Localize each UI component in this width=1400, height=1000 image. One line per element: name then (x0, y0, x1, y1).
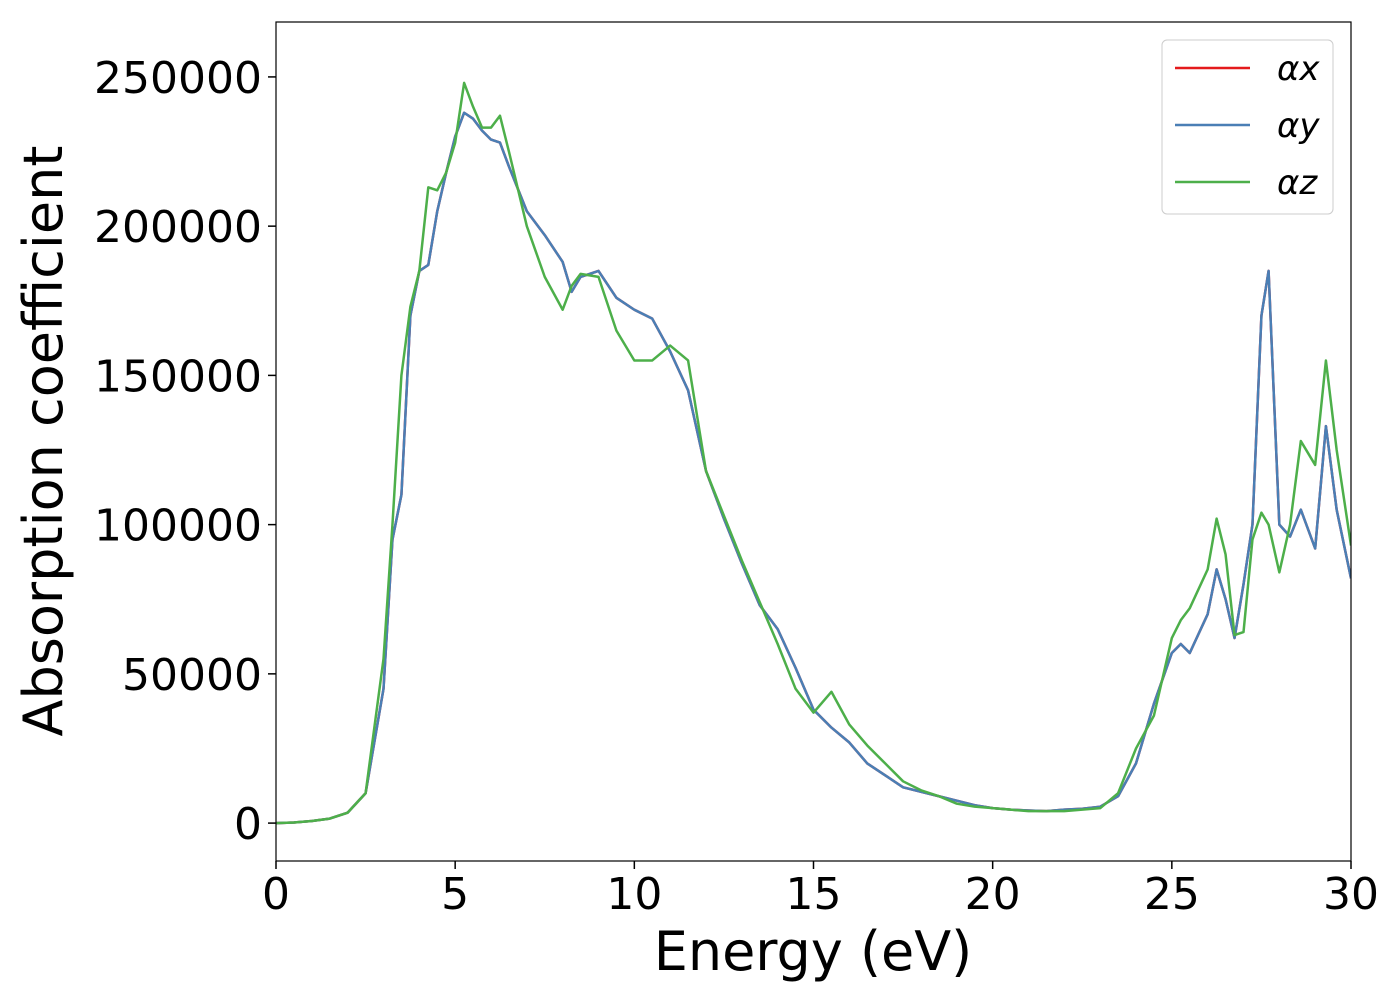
legend-box (1161, 39, 1334, 215)
x-tick-label: 5 (441, 869, 469, 920)
y-tick-label: 100000 (94, 501, 262, 552)
x-tick-label: 25 (1144, 869, 1200, 920)
series-line (276, 111, 1351, 825)
legend-label: αy (1277, 106, 1320, 146)
x-tick-label: 20 (965, 869, 1021, 920)
x-axis-label: Energy (eV) (654, 920, 973, 983)
legend-label: αz (1277, 163, 1318, 203)
y-tick-label: 200000 (94, 202, 262, 253)
plot-frame (275, 21, 1352, 862)
y-tick-label: 50000 (122, 650, 262, 701)
x-tick-label: 30 (1323, 869, 1379, 920)
series-line (276, 111, 1351, 825)
x-tick-label: 0 (262, 869, 290, 920)
legend-label: αx (1277, 49, 1320, 89)
series-line (276, 81, 1351, 825)
x-tick-label: 15 (786, 869, 842, 920)
x-tick-label: 10 (606, 869, 662, 920)
y-tick-label: 250000 (94, 53, 262, 104)
y-tick-label: 150000 (94, 351, 262, 402)
y-tick-label: 0 (234, 799, 262, 850)
y-axis-label: Absorption coefficient (12, 146, 75, 737)
